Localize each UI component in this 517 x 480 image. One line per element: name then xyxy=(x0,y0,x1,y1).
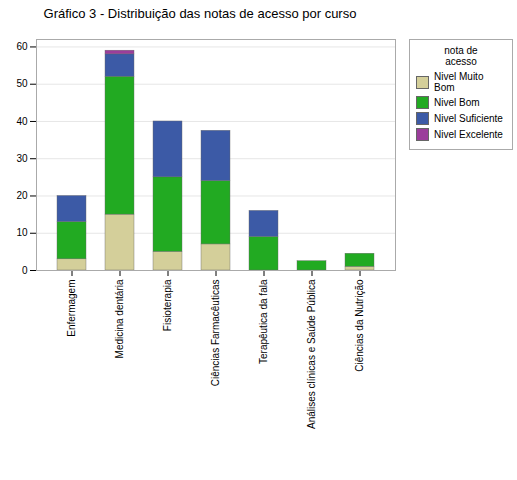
svg-text:10: 10 xyxy=(16,227,28,238)
html-text:Gráfico 3 - Distribuição das n: Gráfico 3 - Distribuição das notas de ac… xyxy=(43,6,357,21)
html-text:Nivel Muito Bom: Nivel Muito Bom xyxy=(434,71,484,93)
svg-text:Enfermagem: Enfermagem xyxy=(66,280,77,337)
svg-text:50: 50 xyxy=(16,78,28,89)
svg-text:0: 0 xyxy=(22,265,28,276)
svg-text:Terapêutica da fala: Terapêutica da fala xyxy=(258,279,269,364)
svg-text:30: 30 xyxy=(16,153,28,164)
svg-text:Fisioterapia: Fisioterapia xyxy=(162,279,173,331)
html-text:Nivel Excelente: Nivel Excelente xyxy=(434,129,503,140)
svg-text:40: 40 xyxy=(16,116,28,127)
html-text:nota de acesso: nota de acesso xyxy=(444,45,478,67)
svg-text:Análises clínicas e Saúde Públ: Análises clínicas e Saúde Pública xyxy=(306,279,317,429)
svg-text:Ciências Farmacêuticas: Ciências Farmacêuticas xyxy=(210,280,221,387)
svg-text:20: 20 xyxy=(16,190,28,201)
svg-text:Medicina dentária: Medicina dentária xyxy=(114,279,125,358)
html-text:Nivel Suficiente: Nivel Suficiente xyxy=(434,113,503,124)
svg-text:60: 60 xyxy=(16,41,28,52)
svg-text:Ciências da Nutrição: Ciências da Nutrição xyxy=(354,279,365,372)
html-text:Nivel Bom: Nivel Bom xyxy=(434,97,480,108)
